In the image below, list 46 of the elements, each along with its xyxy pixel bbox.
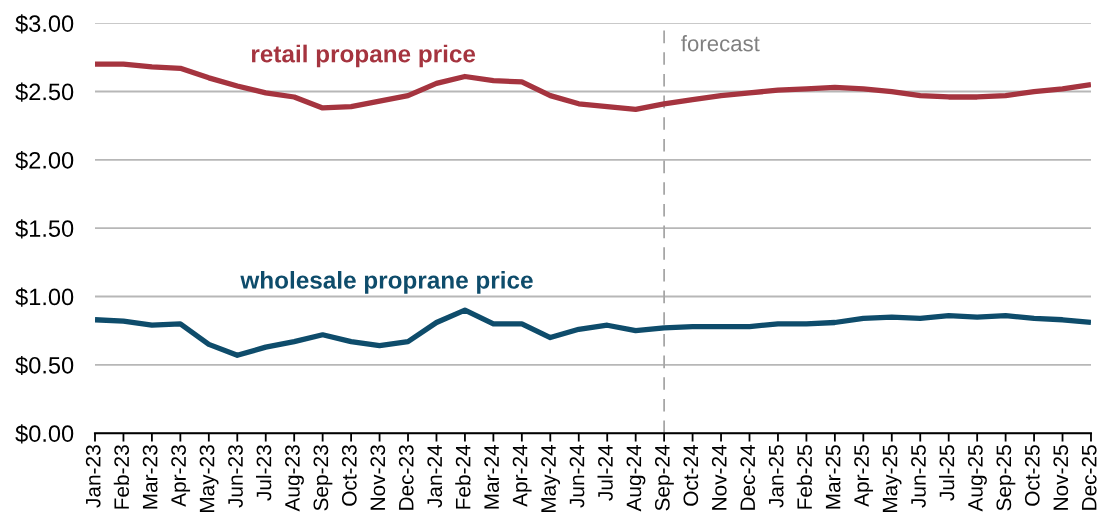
y-tick-label: $2.00 xyxy=(15,150,74,171)
series-label: wholesale proprane price xyxy=(240,270,533,294)
y-tick-label: $1.00 xyxy=(15,287,74,307)
x-tick-label: Oct-25 xyxy=(1024,445,1040,506)
x-tick-label: Oct-23 xyxy=(341,445,357,506)
x-tick-label: Feb-23 xyxy=(113,445,130,509)
y-tick-label: $3.00 xyxy=(15,14,74,34)
x-tick-label: Mar-23 xyxy=(142,445,158,509)
x-tick-label: May-25 xyxy=(882,445,902,513)
y-tick-label: $2.50 xyxy=(15,82,74,102)
x-tick-label: Sep-25 xyxy=(996,445,1016,511)
x-tick-label: Jan-24 xyxy=(427,444,443,508)
x-tick-label: Dec-24 xyxy=(740,444,756,510)
x-tick-label: May-24 xyxy=(541,444,561,513)
x-tick-label: Nov-25 xyxy=(1053,445,1069,510)
y-tick-label: $1.50 xyxy=(15,219,74,239)
x-tick-label: Dec-25 xyxy=(1081,445,1097,510)
x-tick-label: Dec-23 xyxy=(398,445,414,510)
x-tick-label: Mar-24 xyxy=(484,444,499,509)
x-tick-label: Oct-24 xyxy=(683,444,699,506)
y-tick-label: $0.50 xyxy=(15,355,74,376)
x-tick-label: Aug-25 xyxy=(967,445,987,512)
x-tick-label: Sep-24 xyxy=(654,444,674,511)
x-tick-label: Jan-23 xyxy=(85,445,101,508)
x-tick-label: Nov-23 xyxy=(370,445,386,510)
x-tick-label: May-23 xyxy=(199,445,219,513)
y-tick-label: $0.00 xyxy=(15,424,74,444)
x-tick-label: Jun-24 xyxy=(569,444,585,508)
x-tick-label: Jun-25 xyxy=(911,445,926,508)
x-tick-label: Apr-25 xyxy=(854,445,874,507)
x-tick-label: Jul-23 xyxy=(256,445,272,501)
x-tick-label: Jun-23 xyxy=(228,445,243,508)
x-tick-label: Aug-24 xyxy=(626,444,646,512)
ref-line-label: forecast xyxy=(681,35,760,52)
x-tick-label: Mar-25 xyxy=(825,445,841,509)
x-tick-label: Sep-23 xyxy=(313,445,333,511)
x-tick-label: Jan-25 xyxy=(768,445,784,508)
x-tick-label: Feb-24 xyxy=(455,444,471,509)
x-tick-label: Apr-23 xyxy=(171,445,191,507)
x-tick-label: Aug-23 xyxy=(285,445,304,512)
x-tick-label: Jul-24 xyxy=(597,444,613,501)
x-tick-label: Feb-25 xyxy=(796,445,812,509)
x-tick-label: Nov-24 xyxy=(711,444,727,510)
x-tick-label: Jul-25 xyxy=(938,445,955,501)
series-label: retail propane price xyxy=(251,44,476,68)
x-tick-label: Apr-24 xyxy=(512,444,532,507)
